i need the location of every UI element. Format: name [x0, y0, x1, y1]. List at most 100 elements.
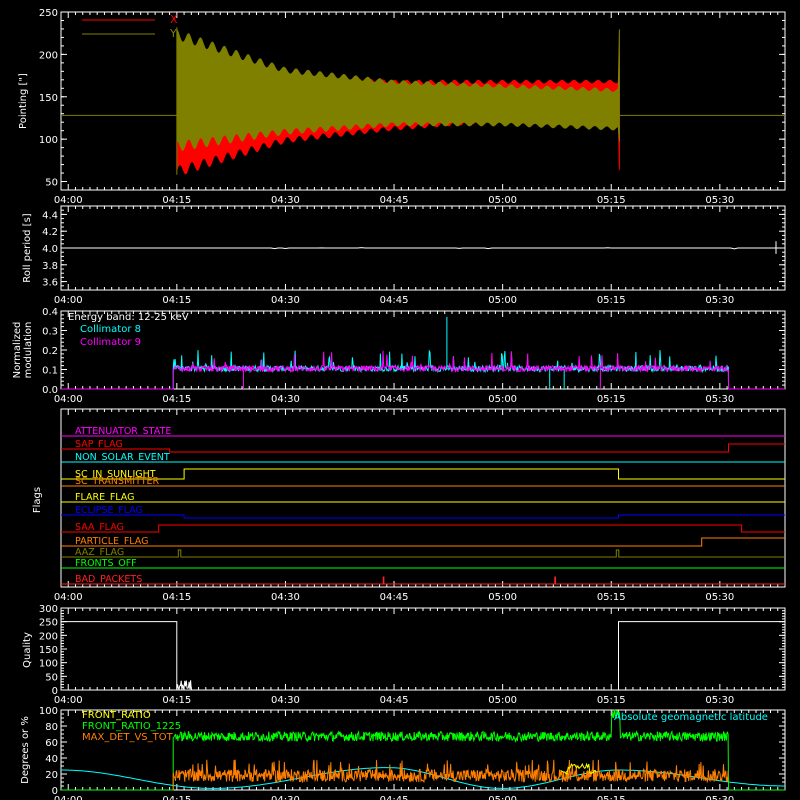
- ratio-ytick-label: 40: [45, 754, 58, 765]
- flags-xtick-label: 05:30: [705, 592, 734, 603]
- quality-xtick-label: 04:45: [380, 695, 409, 706]
- pointing-xtick-label: 05:15: [597, 195, 626, 206]
- ratio-ytick-label: 100: [39, 706, 58, 717]
- quality-ytick-label: 100: [39, 659, 58, 670]
- modulation-xtick-label: 04:45: [380, 394, 409, 405]
- flag-label-particle-flag: PARTICLE_FLAG: [75, 536, 148, 547]
- ratio-xtick-label: 05:00: [488, 795, 517, 800]
- modulation-series-collimator9: [61, 350, 785, 390]
- flag-line-sap-flag: [61, 443, 785, 453]
- ratio-ytick-label: 60: [45, 738, 58, 749]
- flag-label-non-solar-event: NON_SOLAR_EVENT: [75, 452, 170, 463]
- roll-ylabel: Roll period [s]: [22, 213, 33, 282]
- flag-label-aaz-flag: AAZ_FLAG: [75, 547, 124, 558]
- flag-line-particle-flag: [61, 537, 785, 547]
- modulation-ylabel: Normalized: [12, 322, 23, 379]
- pointing-legend-x-label: X: [170, 13, 178, 26]
- roll-xtick-label: 04:00: [54, 295, 83, 306]
- ratio-legend-front-ratio: FRONT_RATIO: [82, 710, 151, 721]
- ratio-ytick-label: 80: [45, 722, 58, 733]
- flag-label-eclipse-flag: ECLIPSE_FLAG: [75, 505, 143, 516]
- modulation-legend-energy: Energy band: 12-25 keV: [68, 312, 189, 323]
- pointing-xtick-label: 04:00: [54, 195, 83, 206]
- pointing-ytick-label: 100: [39, 135, 58, 146]
- quality-ylabel: Quality: [22, 632, 33, 668]
- flag-line-sc-in-sunlight: [61, 468, 785, 480]
- pointing-ylabel: Pointing ["]: [18, 73, 29, 129]
- flag-line-eclipse-flag: [61, 514, 785, 519]
- modulation-ytick-label: 0.3: [42, 327, 58, 338]
- pointing-xtick-label: 04:15: [162, 195, 191, 206]
- ratio-ytick-label: 20: [45, 770, 58, 781]
- flag-label-sc-transmitter: SC_TRANSMITTER: [75, 476, 160, 487]
- modulation-ytick-label: 0.0: [42, 385, 58, 396]
- flags-xtick-label: 04:30: [271, 592, 300, 603]
- pointing-xtick-label: 05:30: [705, 195, 734, 206]
- quality-xtick-label: 04:15: [162, 695, 191, 706]
- modulation-legend-collimator8: Collimator 8: [80, 324, 141, 335]
- flag-label-bad-packets: BAD_PACKETS: [75, 574, 142, 585]
- ratio-series-front-ratio-1225: [61, 709, 785, 791]
- ratio-xtick-label: 04:30: [271, 795, 300, 800]
- modulation-ylabel2: modulation: [23, 322, 34, 379]
- roll-xtick-label: 05:30: [705, 295, 734, 306]
- pointing-xtick-label: 05:00: [488, 195, 517, 206]
- roll-xtick-label: 05:15: [597, 295, 626, 306]
- quality-ytick-label: 150: [39, 645, 58, 656]
- flags-xtick-label: 04:15: [162, 592, 191, 603]
- roll-series-line: [61, 247, 785, 250]
- pointing-xtick-label: 04:30: [271, 195, 300, 206]
- modulation-ytick-label: 0.2: [42, 346, 58, 357]
- modulation-ytick-label: 0.4: [42, 307, 58, 318]
- pointing-ytick-label: 250: [39, 8, 58, 19]
- quality-ytick-label: 200: [39, 631, 58, 642]
- roll-xtick-label: 05:00: [488, 295, 517, 306]
- flag-label-fronts-off: FRONTS_OFF: [75, 558, 137, 569]
- pointing-legend-y-label: Y: [169, 27, 177, 40]
- plot-layer: 04:00 04:15 04:30 04:45 05:00 05:15 05:30 250 20…: [12, 8, 786, 800]
- pointing-series-y-band: [176, 29, 620, 151]
- flag-line-bad-packets: [61, 576, 785, 585]
- flag-line-aaz-flag: [61, 549, 785, 558]
- ratio-xtick-label: 05:30: [705, 795, 734, 800]
- flag-line-saa-flag: [61, 524, 785, 533]
- modulation-ytick-label: 0.1: [42, 366, 58, 377]
- roll-xtick-label: 04:15: [162, 295, 191, 306]
- quality-xtick-label: 05:30: [705, 695, 734, 706]
- quality-xtick-label: 05:15: [597, 695, 626, 706]
- quality-xtick-label: 05:00: [488, 695, 517, 706]
- quality-xtick-label: 04:00: [54, 695, 83, 706]
- quality-xtick-label: 04:30: [271, 695, 300, 706]
- flags-xtick-label: 05:15: [597, 592, 626, 603]
- ratio-xtick-label: 04:45: [380, 795, 409, 800]
- quality-ytick-label: 300: [39, 604, 58, 615]
- flag-label-saa-flag: SAA_FLAG: [75, 522, 124, 533]
- ratio-series-max-det-vs-tot: [172, 759, 729, 790]
- quality-series-line: [61, 621, 785, 691]
- flags-xtick-label: 04:00: [54, 592, 83, 603]
- pointing-ytick-label: 200: [39, 50, 58, 61]
- roll-xtick-label: 04:30: [271, 295, 300, 306]
- ratio-xtick-label: 05:15: [597, 795, 626, 800]
- quality-ytick-label: 0: [52, 686, 58, 697]
- roll-ytick-label: 4.0: [42, 244, 58, 255]
- ratio-ylabel: Degrees or %: [20, 716, 31, 784]
- modulation-xtick-label: 05:30: [705, 394, 734, 405]
- ratio-legend-front-ratio-1225: FRONT_RATIO_1225: [82, 721, 181, 732]
- modulation-xtick-label: 04:30: [271, 394, 300, 405]
- pointing-ytick-label: 50: [45, 178, 58, 189]
- pointing-xtick-label: 04:45: [380, 195, 409, 206]
- flag-label-flare-flag: FLARE_FLAG: [75, 492, 135, 503]
- ratio-legend-max-det-vs-tot: MAX_DET_VS_TOT: [82, 732, 174, 743]
- roll-xtick-label: 04:45: [380, 295, 409, 306]
- modulation-xtick-label: 05:15: [597, 394, 626, 405]
- modulation-xtick-label: 04:00: [54, 394, 83, 405]
- roll-ytick-label: 4.4: [42, 210, 58, 221]
- ratio-ytick-label: 0: [52, 786, 58, 797]
- modulation-xtick-label: 04:15: [162, 394, 191, 405]
- modulation-xtick-label: 05:00: [488, 394, 517, 405]
- roll-ytick-label: 3.8: [42, 261, 58, 272]
- flag-label-sap-flag: SAP_FLAG: [75, 439, 123, 450]
